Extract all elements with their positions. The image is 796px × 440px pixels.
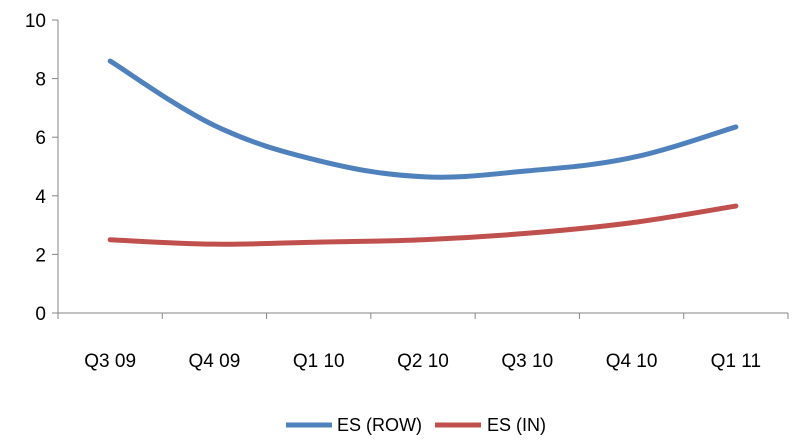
data-point xyxy=(631,157,633,159)
y-tick-label: 0 xyxy=(35,304,46,325)
x-tick-label: Q1 11 xyxy=(711,351,761,372)
y-tick-label: 6 xyxy=(35,128,46,149)
data-point xyxy=(526,170,528,172)
data-point xyxy=(422,176,424,178)
data-point xyxy=(213,124,215,126)
data-point xyxy=(109,60,111,62)
data-point xyxy=(526,232,528,234)
series-line-1 xyxy=(107,203,739,247)
data-point xyxy=(735,205,737,207)
x-tick-label: Q3 09 xyxy=(84,351,136,372)
chart-series xyxy=(107,58,739,247)
x-tick-label: Q3 10 xyxy=(501,351,553,372)
y-tick-label: 4 xyxy=(35,187,46,208)
data-point xyxy=(318,241,320,243)
y-tick-label: 8 xyxy=(35,70,46,91)
data-point xyxy=(318,160,320,162)
data-point xyxy=(109,239,111,241)
x-tick-label: Q4 10 xyxy=(606,351,658,372)
data-point xyxy=(213,243,215,245)
x-tick-label: Q4 09 xyxy=(189,351,241,372)
chart-legend: ES (ROW) ES (IN) xyxy=(286,415,546,435)
legend-label: ES (ROW) xyxy=(337,415,422,435)
y-tick-label: 10 xyxy=(25,11,46,32)
legend-label: ES (IN) xyxy=(487,415,546,435)
data-point xyxy=(422,239,424,241)
data-point xyxy=(735,126,737,128)
y-tick-label: 2 xyxy=(35,245,46,266)
chart-axes: 0 2 4 6 8 10 Q3 09 Q4 09 Q1 10 Q2 10 Q3 10 Q4 10 Q1 … xyxy=(25,11,789,372)
series-line-0 xyxy=(107,58,739,180)
x-tick-label: Q2 10 xyxy=(397,351,449,372)
data-point xyxy=(631,222,633,224)
x-tick-label: Q1 10 xyxy=(293,351,345,372)
